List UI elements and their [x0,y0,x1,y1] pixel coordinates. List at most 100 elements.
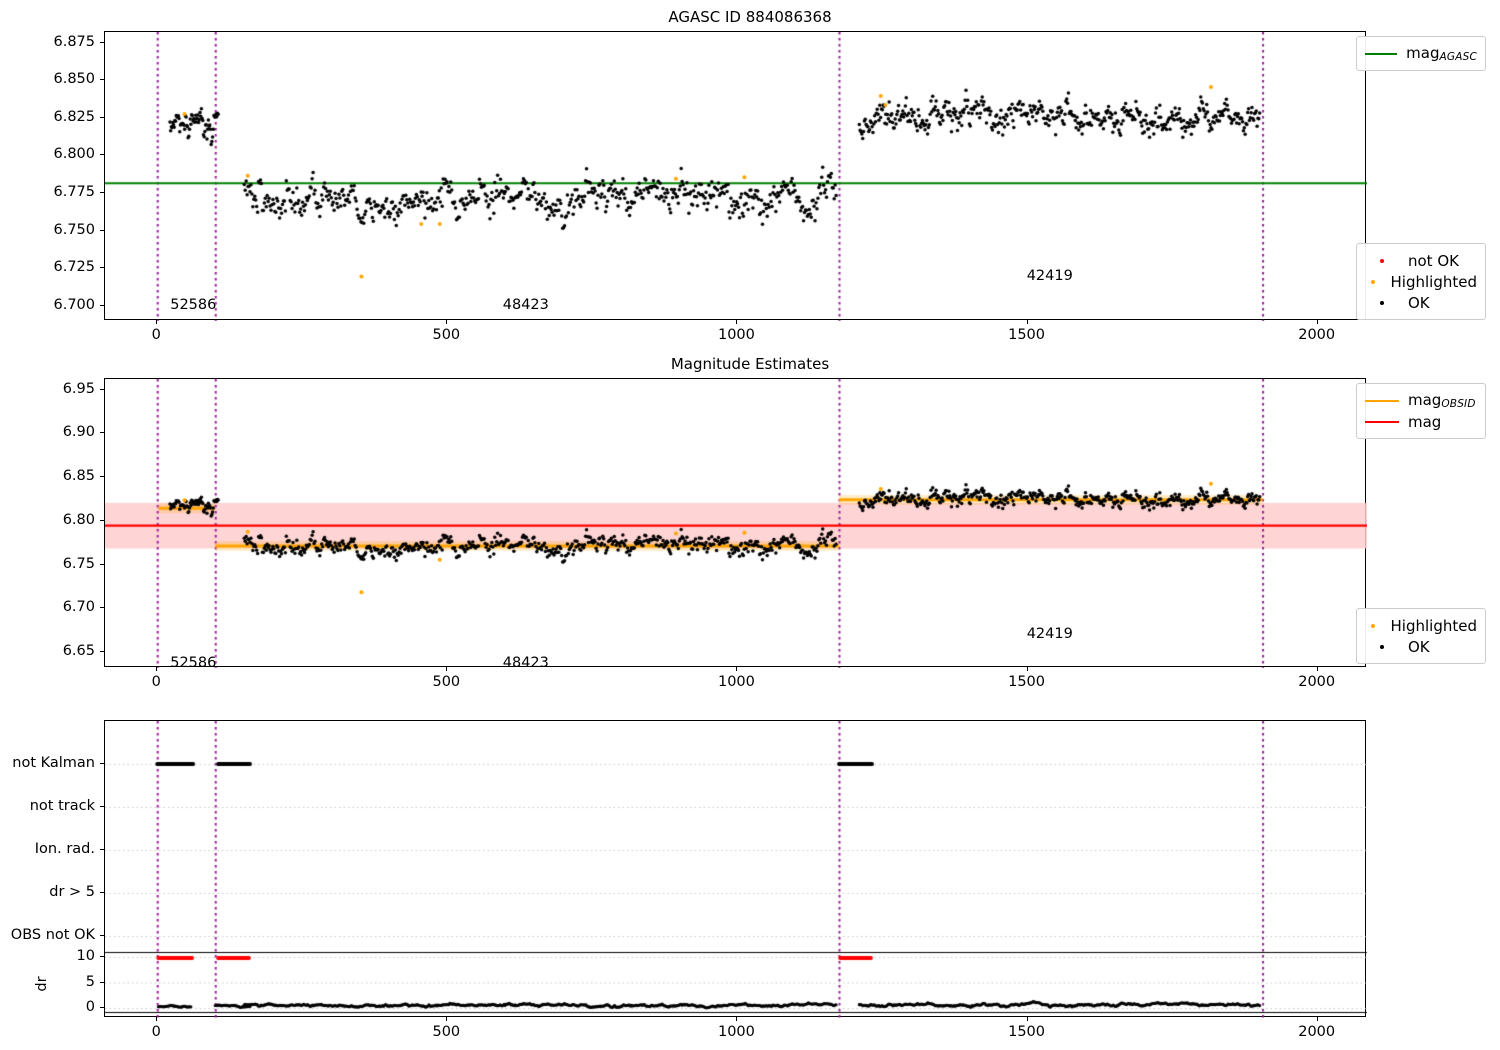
panel3-dr-tick-label: 0 [85,999,95,1015]
panel1-ytick-mark [100,116,104,118]
panel2-obsid-label: 48423 [502,655,549,672]
panel2-ytick-mark [100,388,104,390]
panel2-ytick-label: 6.65 [62,643,95,660]
legend-panel2-lines: magOBSID mag [1356,383,1486,439]
legend-label: OK [1408,637,1430,656]
panel1-ytick-label: 6.750 [53,221,95,238]
panel3-xtick-mark [156,1017,158,1021]
legend-line-swatch [1365,420,1399,423]
panel3-dr-tick-label: 10 [76,948,95,964]
legend-dot-swatch [1365,258,1399,263]
panel3-dr-tick-mark [100,956,104,957]
panel1-obsid-label: 42419 [1026,267,1073,284]
legend-label: OK [1408,293,1430,312]
legend-row: OK [1365,292,1477,313]
panel3-flag-label: not track [29,798,95,814]
plot-area-panel3 [104,720,1367,1018]
plot-area-panel1 [104,31,1367,321]
panel1-ytick-label: 6.725 [53,259,95,276]
panel3-flag-tick-mark [100,849,104,850]
panel2-xtick-mark [446,667,448,671]
panel1-ytick-label: 6.800 [53,146,95,163]
panel2-obsid-label: 42419 [1026,626,1073,643]
panel2-ytick-mark [100,651,104,653]
panel3-dr-tick-label: 5 [85,973,95,990]
panel2-ytick-label: 6.75 [62,555,95,572]
legend-dot-swatch [1365,300,1399,305]
panel1-ytick-label: 6.875 [53,33,95,50]
panel3-xtick-label: 1000 [717,1024,755,1040]
legend-label-subscript: OBSID [1441,398,1476,410]
panel2-xtick-mark [736,667,738,671]
panel1-obsid-label: 48423 [502,296,549,313]
panel2-ytick-mark [100,432,104,434]
panel2-ytick-mark [100,607,104,609]
panel2-ytick-mark [100,476,104,478]
panel1-ytick-mark [100,154,104,156]
panel1-ytick-mark [100,267,104,269]
panel3-flag-tick-mark [100,935,104,936]
legend-row: Highlighted [1365,615,1477,636]
panel3-flag-tick-mark [100,806,104,807]
panel2-obsid-label: 52586 [170,655,217,672]
panel3-xtick-mark [1026,1017,1028,1021]
legend-panel2-points: Highlighted OK [1356,608,1486,664]
legend-label: magAGASC [1406,44,1477,63]
panel1-xtick-mark [736,320,738,324]
panel3-xtick-mark [736,1017,738,1021]
panel3-flag-tick-mark [100,892,104,893]
panel2-ytick-label: 6.70 [62,599,95,616]
panel2-xtick-mark [1316,667,1318,671]
dr-axis-label: dr [34,976,50,992]
panel2-xtick-mark [1026,667,1028,671]
legend-label: Highlighted [1390,616,1477,635]
panel2-xtick-label: 2000 [1298,674,1336,690]
panel3-flag-label: Ion. rad. [34,841,95,857]
legend-row: not OK [1365,250,1477,271]
panel3-dr-tick-mark [100,1007,104,1008]
panel1-ytick-label: 6.775 [53,184,95,201]
panel3-xtick-label: 500 [432,1024,461,1040]
legend-row: mag [1365,411,1477,432]
panel2-ytick-label: 6.85 [62,468,95,485]
panel1-ytick-mark [100,41,104,43]
legend-panel1-points: not OK Highlighted OK [1356,243,1486,320]
legend-dot-swatch [1365,623,1382,628]
panel-magnitude-vs-time: AGASC ID 884086368 6.700 6.725 6.750 6.775 6… [0,0,1500,355]
legend-label: Highlighted [1390,272,1477,291]
panel2-title: Magnitude Estimates [670,355,830,373]
panel2-ytick-label: 6.80 [62,511,95,528]
panel1-ytick-label: 6.850 [53,71,95,88]
panel1-xtick-mark [446,320,448,324]
panel1-xtick-label: 1500 [1008,327,1046,343]
legend-dot-swatch [1365,644,1399,649]
panel3-xtick-label: 2000 [1298,1024,1336,1040]
panel2-xtick-label: 1500 [1008,674,1046,690]
legend-line-swatch [1365,52,1398,55]
panel2-ytick-mark [100,519,104,521]
legend-row: magAGASC [1365,43,1477,64]
panel1-xtick-label: 1000 [717,327,755,343]
panel3-flag-label: OBS not OK [10,927,95,943]
legend-line-swatch [1365,399,1399,402]
legend-row: OK [1365,636,1477,657]
panel-flags-and-dr: not Kalman not track Ion. rad. dr > 5 OBS no… [0,700,1500,1050]
panel2-xtick-mark [156,667,158,671]
legend-panel1-lines: magAGASC [1356,36,1486,71]
legend-dot-swatch [1365,279,1382,284]
panel-magnitude-estimates: Magnitude Estimates 6.65 6.70 6.75 6.80 6.85… [0,350,1500,700]
legend-label: mag [1408,412,1442,431]
legend-row: Highlighted [1365,271,1477,292]
panel1-xtick-label: 2000 [1298,327,1336,343]
panel3-xtick-label: 0 [151,1024,161,1040]
legend-row: magOBSID [1365,390,1477,411]
panel1-ytick-mark [100,229,104,231]
panel3-xtick-label: 1500 [1008,1024,1046,1040]
panel2-ytick-label: 6.95 [62,380,95,397]
panel1-obsid-label: 52586 [170,296,217,313]
panel1-xtick-label: 0 [151,327,161,343]
panel3-xtick-mark [446,1017,448,1021]
panel3-dr-tick-mark [100,981,104,983]
panel3-flag-tick-mark [100,763,104,764]
panel1-xtick-mark [1026,320,1028,324]
